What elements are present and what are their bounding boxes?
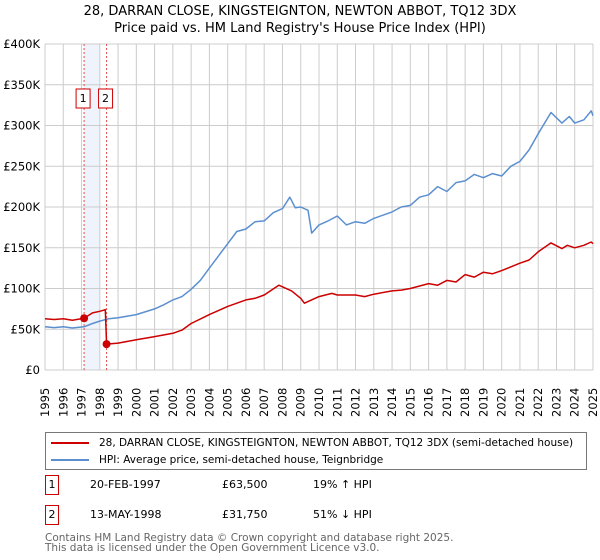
x-tick-label: 2015 — [403, 388, 417, 417]
x-tick-label: 2011 — [330, 388, 344, 417]
x-tick-label: 2021 — [513, 388, 527, 417]
x-tick-label: 2003 — [184, 388, 198, 417]
y-tick-label: £400K — [3, 37, 40, 51]
x-tick-label: 2001 — [148, 388, 162, 417]
x-tick-label: 1995 — [38, 388, 52, 417]
sale-badge: 1 — [45, 475, 59, 495]
y-tick-label: £100K — [3, 282, 40, 296]
sale-badge: 2 — [45, 505, 59, 525]
property-price-line — [44, 241, 594, 345]
x-tick-label: 2016 — [422, 388, 436, 417]
hpi-line — [44, 110, 594, 329]
x-tick-label: 2017 — [440, 388, 454, 417]
x-tick-label: 2007 — [257, 388, 271, 417]
sale-hpi-diff: 19% ↑ HPI — [313, 478, 372, 491]
chart-subtitle: Price paid vs. HM Land Registry's House … — [114, 21, 486, 36]
table-row: 1 20-FEB-1997 £63,500 19% ↑ HPI — [45, 475, 585, 495]
sale-annotation-label: 1 — [80, 92, 87, 105]
y-tick-label: £250K — [3, 159, 40, 173]
y-tick-label: £0 — [25, 363, 40, 377]
x-tick-label: 2005 — [221, 388, 235, 417]
sale-annotation-box — [98, 88, 114, 109]
x-tick-label: 2008 — [275, 388, 289, 417]
legend-item-property: 28, DARRAN CLOSE, KINGSTEIGNTON, NEWTON … — [51, 435, 573, 451]
x-tick-label: 2002 — [166, 388, 180, 417]
x-tick-label: 2018 — [458, 388, 472, 417]
y-tick-label: £300K — [3, 119, 40, 133]
legend-label-property: 28, DARRAN CLOSE, KINGSTEIGNTON, NEWTON … — [99, 437, 574, 449]
footer-copyright: Contains HM Land Registry data © Crown c… — [45, 532, 454, 544]
x-tick-label: 2020 — [495, 388, 509, 417]
y-tick-label: £200K — [3, 200, 40, 214]
x-tick-label: 1997 — [75, 388, 89, 417]
x-tick-label: 2009 — [294, 388, 308, 417]
footer: Contains HM Land Registry data © Crown c… — [45, 532, 454, 554]
legend-swatch-hpi — [51, 459, 89, 461]
x-tick-label: 1998 — [93, 388, 107, 417]
x-tick-label: 2006 — [239, 388, 253, 417]
x-tick-label: 2019 — [476, 388, 490, 417]
x-tick-label: 2012 — [349, 388, 363, 417]
sale-price: £31,750 — [222, 508, 268, 521]
sale-date: 20-FEB-1997 — [90, 478, 161, 491]
sale-date: 13-MAY-1998 — [90, 508, 162, 521]
legend-swatch-property — [51, 442, 89, 444]
sale-annotation-label: 2 — [102, 92, 109, 105]
x-tick-label: 2004 — [202, 388, 216, 417]
x-tick-label: 2014 — [385, 388, 399, 417]
x-tick-label: 1996 — [56, 388, 70, 417]
x-tick-label: 2023 — [549, 388, 563, 417]
legend-item-hpi: HPI: Average price, semi-detached house,… — [51, 452, 383, 468]
table-row: 2 13-MAY-1998 £31,750 51% ↓ HPI — [45, 505, 585, 525]
price-chart: 1995 1996 1997 1998 1999 2000 2001 2002 2003 2004… — [3, 37, 600, 417]
x-tick-label: 2010 — [312, 388, 326, 417]
legend-label-hpi: HPI: Average price, semi-detached house,… — [99, 454, 384, 466]
y-tick-label: £350K — [3, 78, 40, 92]
sale-annotation-box — [75, 88, 91, 109]
legend: 28, DARRAN CLOSE, KINGSTEIGNTON, NEWTON … — [45, 432, 587, 470]
y-tick-label: £150K — [3, 241, 40, 255]
sale-hpi-diff: 51% ↓ HPI — [313, 508, 372, 521]
y-tick-label: £50K — [11, 322, 41, 336]
footer-licence: This data is licensed under the Open Gov… — [45, 542, 380, 554]
sale-point — [80, 314, 89, 323]
x-tick-label: 1999 — [111, 388, 125, 417]
x-tick-label: 2000 — [129, 388, 143, 417]
x-tick-label: 2024 — [568, 388, 582, 417]
x-tick-label: 2013 — [367, 388, 381, 417]
sale-price: £63,500 — [222, 478, 268, 491]
sale-point — [102, 340, 111, 349]
chart-title: 28, DARRAN CLOSE, KINGSTEIGNTON, NEWTON … — [83, 4, 517, 19]
x-tick-label: 2022 — [531, 388, 545, 417]
x-tick-label: 2025 — [586, 388, 600, 417]
